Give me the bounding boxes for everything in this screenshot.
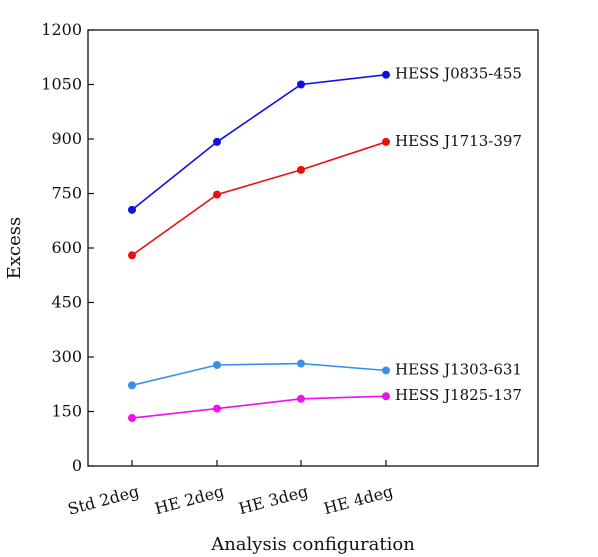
y-tick-label: 900 [51,129,82,148]
x-tick-label: HE 2deg [153,482,226,519]
series-label: HESS J1825-137 [395,386,522,404]
data-point [128,205,136,214]
y-axis: 0 150 300 450 600 750 900 1050 1200 [41,20,94,475]
data-point [128,414,136,423]
y-tick-label: 750 [51,184,82,203]
data-point [128,251,136,260]
series-line [131,395,387,419]
series-label: HESS J1713-397 [395,132,522,150]
data-point [297,80,305,89]
data-point [213,190,221,199]
y-tick-label: 600 [51,238,82,257]
data-point [382,366,390,375]
data-point [297,359,305,368]
data-point [297,165,305,174]
y-tick-label: 450 [51,293,82,312]
data-point [213,137,221,146]
series-layer: HESS J0835-455 HESS J1713-397 HESS J1303-6… [128,65,522,423]
data-point [128,381,136,390]
series-group: HESS J1303-631 [128,359,522,390]
data-point [382,70,390,79]
series-group: HESS J0835-455 [128,65,522,214]
y-tick-label: 150 [51,402,82,421]
series-label: HESS J0835-455 [395,65,522,83]
x-tick-label: Std 2deg [66,482,141,519]
data-point [382,137,390,146]
data-point [213,404,221,413]
y-axis-title: Excess [4,217,25,280]
series-group: HESS J1825-137 [128,386,522,423]
x-axis-title: Analysis configuration [210,534,415,555]
y-tick-label: 1050 [41,75,82,94]
y-tick-label: 0 [72,456,82,475]
y-tick-label: 300 [51,347,82,366]
x-tick-label: HE 4deg [322,482,395,519]
series-line [131,73,387,211]
series-line [131,362,387,387]
x-tick-label: HE 3deg [237,482,310,519]
data-point [297,394,305,403]
series-line [131,141,387,256]
data-point [213,360,221,369]
series-label: HESS J1303-631 [395,360,522,378]
x-axis: Std 2deg HE 2deg HE 3deg HE 4deg [66,460,395,519]
y-tick-label: 1200 [41,20,82,39]
data-point [382,392,390,401]
series-group: HESS J1713-397 [128,132,522,260]
